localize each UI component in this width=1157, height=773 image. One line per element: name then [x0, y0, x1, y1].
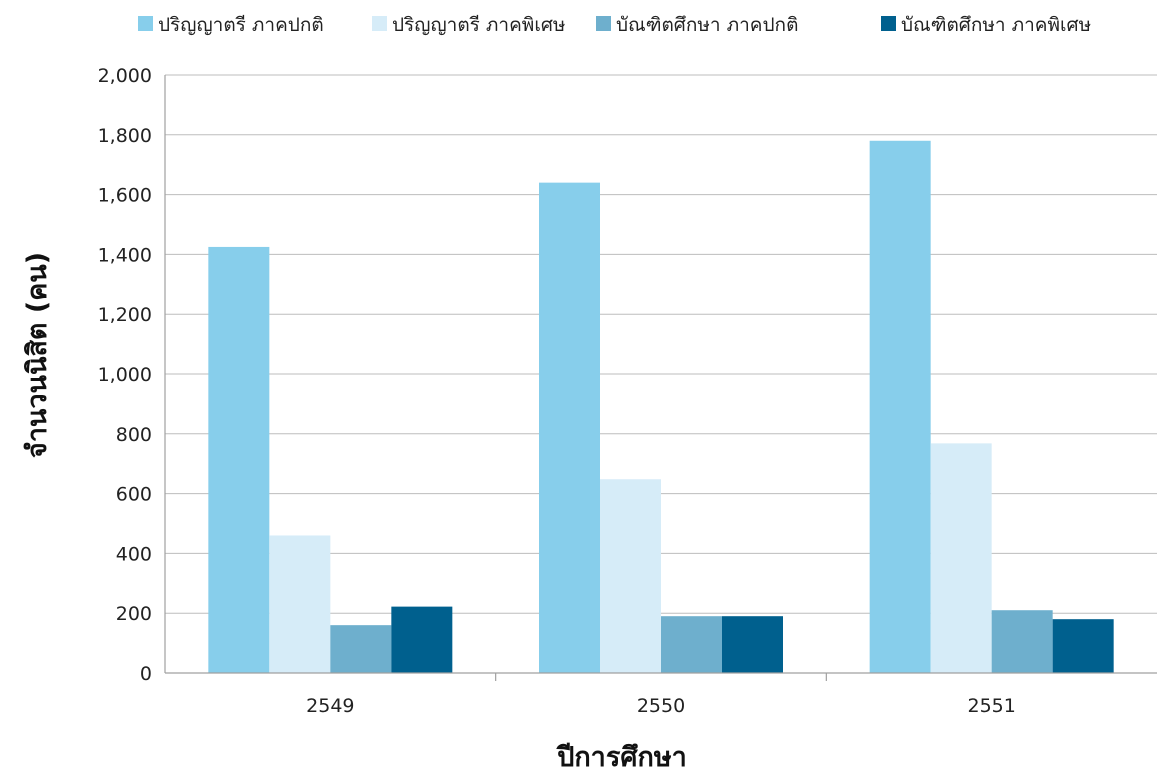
- legend-item: ปริญญาตรี ภาคปกติ: [138, 14, 324, 36]
- axes: [164, 75, 1157, 681]
- legend-label: ปริญญาตรี ภาคพิเศษ: [392, 14, 565, 36]
- legend-label: บัณฑิตศึกษา ภาคปกติ: [616, 14, 798, 36]
- y-tick-label: 1,200: [98, 304, 152, 326]
- y-tick-label: 1,000: [98, 364, 152, 386]
- y-tick-label: 1,800: [98, 125, 152, 147]
- legend-item: ปริญญาตรี ภาคพิเศษ: [372, 14, 565, 36]
- bar: [600, 479, 661, 673]
- y-axis-title: จำนวนนิสิต (คน): [22, 252, 53, 458]
- legend-item: บัณฑิตศึกษา ภาคปกติ: [596, 14, 798, 36]
- legend-label: ปริญญาตรี ภาคปกติ: [158, 14, 324, 36]
- bar: [269, 535, 331, 673]
- bar: [208, 246, 270, 674]
- x-axis-title: ปีการศึกษา: [556, 742, 687, 773]
- y-tick-label: 1,400: [98, 244, 152, 266]
- y-tick-label: 600: [116, 484, 152, 506]
- legend-swatch: [138, 16, 153, 31]
- bar: [930, 443, 992, 673]
- bar: [1052, 619, 1114, 673]
- bar: [330, 625, 392, 673]
- y-tick-label: 2,000: [98, 65, 152, 87]
- x-tick-label: 2551: [967, 695, 1015, 717]
- legend-item: บัณฑิตศึกษา ภาคพิเศษ: [881, 14, 1091, 36]
- y-axis-ticks: 0 200 400 600 800 1,000 1,200 1,400 1,600 1,800 2,…: [98, 65, 152, 685]
- y-tick-label: 0: [140, 663, 152, 685]
- bar: [661, 616, 722, 673]
- y-tick-label: 1,600: [98, 185, 152, 207]
- bars-group: [208, 140, 1114, 674]
- x-tick-label: 2550: [637, 695, 685, 717]
- y-tick-label: 200: [116, 603, 152, 625]
- y-tick-label: 400: [116, 543, 152, 565]
- x-axis-ticks: 2549 2550 2551: [306, 695, 1016, 717]
- y-tick-label: 800: [116, 424, 152, 446]
- x-tick-label: 2549: [306, 695, 354, 717]
- legend-swatch: [372, 16, 387, 31]
- legend-label: บัณฑิตศึกษา ภาคพิเศษ: [901, 14, 1091, 36]
- bar: [869, 140, 931, 673]
- legend-swatch: [596, 16, 611, 31]
- bar: [722, 616, 783, 673]
- legend-swatch: [881, 16, 896, 31]
- bar: [991, 610, 1053, 673]
- chart-legend: ปริญญาตรี ภาคปกติ ปริญญาตรี ภาคพิเศษ บัณฑิ…: [138, 14, 1091, 36]
- bar: [391, 606, 453, 673]
- bar: [539, 182, 600, 673]
